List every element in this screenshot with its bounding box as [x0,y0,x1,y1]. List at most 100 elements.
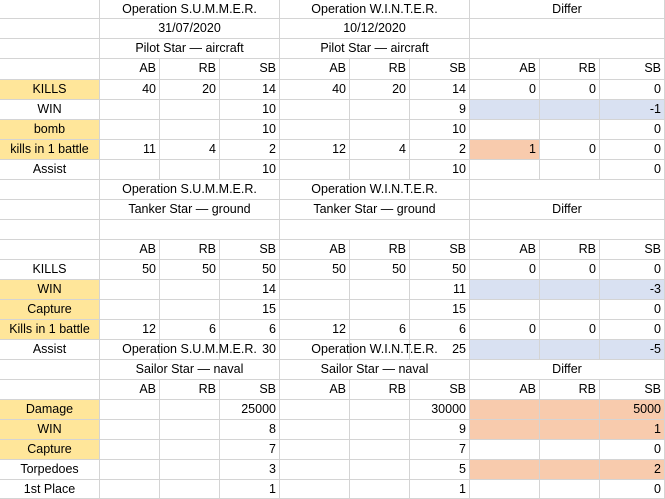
value-cell[interactable] [470,420,540,440]
value-cell[interactable] [280,300,350,320]
value-cell[interactable]: 1 [410,480,470,499]
col-header-rb[interactable]: RB [350,59,410,80]
value-cell[interactable]: 12 [280,140,350,160]
col-header-ab[interactable]: AB [100,240,160,260]
value-cell[interactable] [160,400,220,420]
col-header-blank[interactable] [0,380,100,400]
value-cell[interactable] [100,440,160,460]
col-header-sb[interactable]: SB [600,59,665,80]
col-header-sb[interactable]: SB [600,240,665,260]
col-header-ab[interactable]: AB [470,380,540,400]
col-header-rb[interactable]: RB [160,59,220,80]
value-cell[interactable]: 40 [100,80,160,100]
value-cell[interactable] [280,460,350,480]
value-cell[interactable]: 0 [470,320,540,340]
value-cell[interactable]: 20 [160,80,220,100]
value-cell[interactable]: 3 [220,460,280,480]
summer-header[interactable]: Operation S.U.M.M.E.R. [100,180,280,200]
value-cell[interactable]: 10 [410,120,470,140]
col-header-ab[interactable]: AB [100,59,160,80]
row-label[interactable]: KILLS [0,80,100,100]
value-cell[interactable] [350,300,410,320]
col-header-ab[interactable]: AB [470,59,540,80]
value-cell[interactable]: 11 [100,140,160,160]
value-cell[interactable] [100,280,160,300]
value-cell[interactable]: -1 [600,100,665,120]
differ-header[interactable]: Differ [470,360,665,380]
value-cell[interactable]: 1 [600,420,665,440]
value-cell[interactable] [350,480,410,499]
differ-header[interactable] [470,39,665,59]
header-label-cell[interactable] [0,19,100,39]
winter-header[interactable]: 10/12/2020 [280,19,470,39]
value-cell[interactable] [350,280,410,300]
value-cell[interactable] [350,160,410,180]
value-cell[interactable] [540,160,600,180]
value-cell[interactable] [160,300,220,320]
value-cell[interactable]: 10 [220,160,280,180]
col-header-blank[interactable] [0,240,100,260]
value-cell[interactable] [280,280,350,300]
col-header-sb[interactable]: SB [600,380,665,400]
summer-header[interactable]: Operation S.U.M.M.E.R. [100,340,280,360]
value-cell[interactable] [100,400,160,420]
col-header-rb[interactable]: RB [350,240,410,260]
value-cell[interactable]: 50 [100,260,160,280]
value-cell[interactable]: 4 [160,140,220,160]
value-cell[interactable]: 0 [470,80,540,100]
value-cell[interactable]: 8 [220,420,280,440]
value-cell[interactable] [350,460,410,480]
value-cell[interactable]: 1 [470,140,540,160]
value-cell[interactable] [540,400,600,420]
value-cell[interactable] [350,440,410,460]
differ-header[interactable] [470,180,665,200]
row-label[interactable]: WIN [0,100,100,120]
value-cell[interactable]: 0 [600,320,665,340]
summer-header[interactable]: Tanker Star — ground [100,200,280,220]
value-cell[interactable]: 0 [540,260,600,280]
row-label[interactable]: WIN [0,280,100,300]
differ-header[interactable] [470,340,665,360]
header-label-cell[interactable] [0,0,100,19]
value-cell[interactable] [350,400,410,420]
col-header-rb[interactable]: RB [160,240,220,260]
value-cell[interactable] [280,400,350,420]
differ-header[interactable]: Differ [470,200,665,220]
col-header-sb[interactable]: SB [220,240,280,260]
row-label[interactable]: kills in 1 battle [0,140,100,160]
value-cell[interactable]: 0 [600,440,665,460]
value-cell[interactable] [470,280,540,300]
col-header-ab[interactable]: AB [470,240,540,260]
header-label-cell[interactable] [0,360,100,380]
col-header-rb[interactable]: RB [540,380,600,400]
value-cell[interactable] [160,280,220,300]
winter-header[interactable] [280,220,470,240]
col-header-sb[interactable]: SB [220,59,280,80]
value-cell[interactable]: 25000 [220,400,280,420]
value-cell[interactable]: 15 [410,300,470,320]
value-cell[interactable]: 4 [350,140,410,160]
value-cell[interactable] [100,160,160,180]
value-cell[interactable]: 0 [600,80,665,100]
value-cell[interactable] [160,100,220,120]
value-cell[interactable]: 30000 [410,400,470,420]
value-cell[interactable]: 2 [410,140,470,160]
value-cell[interactable] [160,480,220,499]
header-label-cell[interactable] [0,220,100,240]
value-cell[interactable] [470,160,540,180]
value-cell[interactable]: 12 [280,320,350,340]
differ-header[interactable]: Differ [470,0,665,19]
col-header-rb[interactable]: RB [540,59,600,80]
value-cell[interactable]: 14 [220,280,280,300]
value-cell[interactable] [470,400,540,420]
value-cell[interactable] [100,120,160,140]
row-label[interactable]: bomb [0,120,100,140]
value-cell[interactable] [160,440,220,460]
col-header-sb[interactable]: SB [410,380,470,400]
winter-header[interactable]: Sailor Star — naval [280,360,470,380]
header-label-cell[interactable] [0,39,100,59]
value-cell[interactable]: 14 [220,80,280,100]
value-cell[interactable]: 0 [540,140,600,160]
value-cell[interactable]: -3 [600,280,665,300]
value-cell[interactable]: 20 [350,80,410,100]
